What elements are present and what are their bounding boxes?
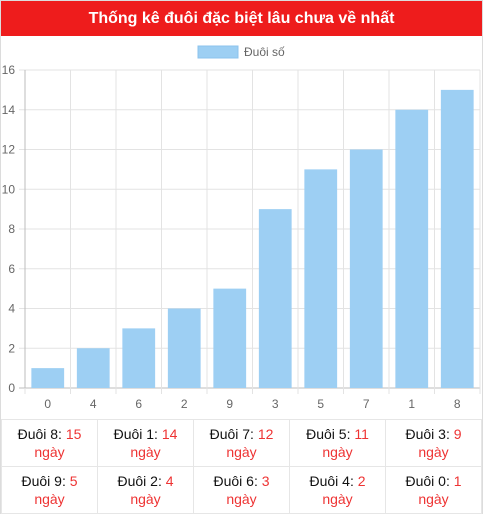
stat-unit: ngày bbox=[322, 444, 353, 460]
page-title: Thống kê đuôi đặc biệt lâu chưa về nhất bbox=[1, 1, 482, 36]
stats-table: Đuôi 8: 15 ngày Đuôi 1: 14 ngày Đuôi 7: 12 ng… bbox=[1, 419, 482, 514]
stat-label: Đuôi 0: bbox=[405, 473, 450, 489]
x-tick-label: 8 bbox=[454, 397, 461, 411]
stat-cell: Đuôi 8: 15 ngày bbox=[1, 419, 98, 467]
stat-unit: ngày bbox=[418, 444, 449, 460]
y-tick-label: 4 bbox=[8, 302, 15, 316]
stat-unit: ngày bbox=[226, 444, 257, 460]
legend-label: Đuôi số bbox=[244, 45, 285, 59]
stat-cell: Đuôi 1: 14 ngày bbox=[97, 419, 194, 467]
stat-value: 3 bbox=[261, 473, 270, 489]
stat-value: 11 bbox=[354, 426, 369, 442]
stat-value: 15 bbox=[65, 426, 82, 442]
y-tick-label: 2 bbox=[8, 341, 15, 355]
stat-cell: Đuôi 5: 11 ngày bbox=[289, 419, 386, 467]
x-tick-label: 0 bbox=[44, 397, 51, 411]
stat-value: 12 bbox=[257, 426, 274, 442]
legend-swatch bbox=[197, 45, 239, 59]
stat-unit: ngày bbox=[130, 491, 161, 507]
chart-svg: Đuôi số 0 2 4 6 8 10 12 14 16 0 4 6 2 9 3 5 7 1 8 bbox=[2, 45, 481, 411]
stat-unit: ngày bbox=[34, 491, 65, 507]
bar-8 bbox=[440, 89, 474, 388]
y-tick-label: 16 bbox=[2, 63, 16, 77]
bar-6 bbox=[122, 328, 156, 388]
bar-chart: Đuôi số 0 2 4 6 8 10 12 14 16 0 4 6 2 9 3 5 7 1 8 bbox=[1, 36, 482, 418]
stat-value: 5 bbox=[69, 473, 78, 489]
y-tick-label: 12 bbox=[2, 143, 16, 157]
x-tick-label: 5 bbox=[317, 397, 324, 411]
stat-unit: ngày bbox=[34, 444, 65, 460]
stat-label: Đuôi 9: bbox=[21, 473, 66, 489]
x-tick-label: 2 bbox=[181, 397, 188, 411]
stat-value: 2 bbox=[357, 473, 366, 489]
y-tick-label: 10 bbox=[2, 182, 16, 196]
stat-unit: ngày bbox=[226, 491, 257, 507]
table-row: Đuôi 9: 5 ngày Đuôi 2: 4 ngày Đuôi 6: 3 ngày Đ… bbox=[1, 466, 482, 514]
bar-2 bbox=[167, 308, 201, 388]
stat-label: Đuôi 6: bbox=[213, 473, 258, 489]
stat-label: Đuôi 7: bbox=[209, 426, 254, 442]
bar-9 bbox=[213, 288, 247, 388]
y-tick-label: 14 bbox=[2, 103, 16, 117]
x-tick-label: 7 bbox=[363, 397, 370, 411]
stat-unit: ngày bbox=[130, 444, 161, 460]
stat-label: Đuôi 8: bbox=[17, 426, 62, 442]
bar-0 bbox=[31, 368, 65, 388]
x-tick-label: 9 bbox=[226, 397, 233, 411]
stat-cell: Đuôi 4: 2 ngày bbox=[289, 466, 386, 514]
x-tick-label: 3 bbox=[272, 397, 279, 411]
y-tick-label: 8 bbox=[8, 222, 15, 236]
stat-cell: Đuôi 6: 3 ngày bbox=[193, 466, 290, 514]
x-tick-label: 4 bbox=[90, 397, 97, 411]
bar-4 bbox=[76, 348, 110, 388]
stat-label: Đuôi 5: bbox=[306, 426, 351, 442]
stat-label: Đuôi 4: bbox=[309, 473, 354, 489]
stat-cell: Đuôi 9: 5 ngày bbox=[1, 466, 98, 514]
bar-7 bbox=[349, 149, 383, 388]
y-tick-label: 6 bbox=[8, 262, 15, 276]
stat-label: Đuôi 3: bbox=[405, 426, 450, 442]
stat-cell: Đuôi 0: 1 ngày bbox=[385, 466, 482, 514]
stat-value: 4 bbox=[165, 473, 174, 489]
stat-cell: Đuôi 7: 12 ngày bbox=[193, 419, 290, 467]
stat-cell: Đuôi 2: 4 ngày bbox=[97, 466, 194, 514]
stat-cell: Đuôi 3: 9 ngày bbox=[385, 419, 482, 467]
bar-3 bbox=[258, 209, 292, 388]
stat-value: 1 bbox=[453, 473, 462, 489]
x-tick-label: 1 bbox=[408, 397, 415, 411]
stat-value: 9 bbox=[453, 426, 462, 442]
stat-label: Đuôi 1: bbox=[113, 426, 158, 442]
stat-value: 14 bbox=[161, 426, 178, 442]
stat-label: Đuôi 2: bbox=[117, 473, 162, 489]
y-tick-label: 0 bbox=[8, 381, 15, 395]
stat-unit: ngày bbox=[418, 491, 449, 507]
table-row: Đuôi 8: 15 ngày Đuôi 1: 14 ngày Đuôi 7: 12 ng… bbox=[1, 419, 482, 467]
stat-unit: ngày bbox=[322, 491, 353, 507]
bar-1 bbox=[395, 109, 429, 388]
bar-5 bbox=[304, 169, 338, 388]
x-tick-label: 6 bbox=[135, 397, 142, 411]
